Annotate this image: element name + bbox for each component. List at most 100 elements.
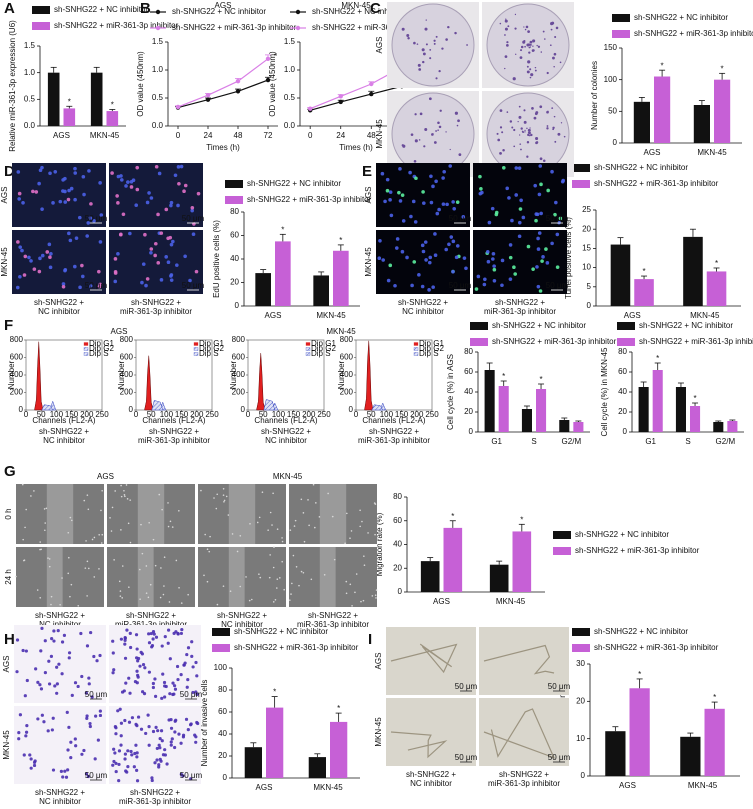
colony — [505, 18, 507, 20]
cell — [540, 259, 544, 263]
cell — [85, 644, 90, 648]
tube-network — [390, 643, 458, 674]
colony — [401, 27, 405, 31]
cell — [190, 654, 194, 658]
scale-bar-label: 50 μm — [85, 690, 108, 699]
cell — [492, 264, 496, 268]
cell — [350, 530, 353, 532]
cell — [231, 533, 234, 535]
cell — [170, 737, 174, 741]
significance-mark: * — [451, 512, 454, 521]
x-tick-label: 50 — [259, 410, 268, 419]
cell — [87, 682, 91, 686]
cell — [177, 732, 181, 736]
cell — [186, 677, 190, 682]
y-tick-label: 40 — [218, 729, 227, 738]
cell — [147, 632, 151, 636]
y-tick-label: 600 — [120, 353, 134, 362]
cell — [517, 234, 522, 239]
legend-swatch — [572, 180, 590, 188]
cell — [281, 560, 283, 563]
cell — [154, 164, 159, 169]
cell — [408, 170, 412, 175]
cell — [129, 645, 133, 650]
cell — [120, 690, 125, 694]
cell — [303, 540, 306, 543]
cell — [89, 630, 93, 635]
cell — [236, 550, 239, 553]
y-axis-label: Cell cycle (%) in AGS — [446, 354, 455, 430]
cell — [222, 585, 225, 587]
cell — [23, 559, 25, 562]
cell — [550, 241, 554, 246]
legend-label: sh-SNHG22 + NC inhibitor — [247, 179, 341, 188]
colony — [523, 26, 525, 28]
cell — [175, 664, 180, 669]
cell — [144, 283, 148, 288]
cell — [420, 284, 425, 289]
cell — [88, 721, 92, 726]
cell — [55, 682, 59, 686]
cell — [554, 200, 558, 205]
cell — [168, 692, 172, 696]
cell — [371, 595, 374, 597]
cell — [67, 656, 71, 660]
cell — [127, 676, 131, 680]
y-tick-label: 40 — [393, 540, 402, 549]
cell — [61, 577, 63, 579]
cell — [159, 729, 164, 733]
y-tick-label: 50 — [608, 106, 617, 115]
cell — [123, 718, 127, 723]
point — [265, 56, 271, 61]
y-tick-label: 0 — [581, 771, 586, 780]
colony — [524, 131, 526, 133]
micrograph — [386, 627, 476, 695]
cell — [126, 498, 129, 500]
legend-label: sh-SNHG22 + NC inhibitor — [492, 321, 586, 330]
x-tick-label: AGS — [619, 781, 636, 790]
colony — [526, 65, 529, 68]
legend-swatch — [413, 342, 419, 346]
y-tick-label: 20 — [218, 751, 227, 760]
cell — [162, 593, 165, 596]
colony — [529, 43, 532, 46]
legend-swatch — [305, 342, 311, 346]
micrograph — [479, 698, 569, 766]
colony — [527, 44, 529, 46]
micrograph — [479, 627, 569, 695]
colony — [525, 25, 529, 29]
caption: NC inhibitor — [43, 436, 85, 445]
cell — [175, 263, 179, 267]
tube-network — [483, 644, 555, 675]
cell — [116, 251, 120, 256]
significance-mark: * — [339, 236, 342, 245]
x-tick-label: 48 — [234, 131, 243, 140]
cell — [146, 713, 150, 717]
cell — [88, 216, 93, 220]
cell — [81, 174, 86, 179]
cell — [492, 267, 497, 272]
colony — [504, 67, 506, 70]
colony — [507, 25, 510, 28]
cell — [196, 191, 201, 196]
cell — [179, 772, 183, 776]
x-tick-label: 100 — [50, 410, 64, 419]
cell — [154, 694, 158, 698]
colony — [458, 153, 462, 157]
cell — [80, 674, 84, 679]
cell — [111, 671, 115, 675]
cell — [93, 536, 96, 539]
cell — [86, 595, 88, 597]
x-tick-label: 150 — [175, 410, 189, 419]
cell — [18, 245, 22, 249]
cell — [114, 769, 118, 774]
colony — [539, 157, 543, 161]
cell — [169, 520, 172, 523]
cell — [158, 746, 162, 750]
cell — [405, 255, 409, 260]
cell — [126, 180, 130, 184]
cell — [169, 740, 173, 744]
cell — [281, 540, 284, 543]
cell — [152, 632, 156, 636]
y-tick-label: 200 — [232, 388, 246, 397]
